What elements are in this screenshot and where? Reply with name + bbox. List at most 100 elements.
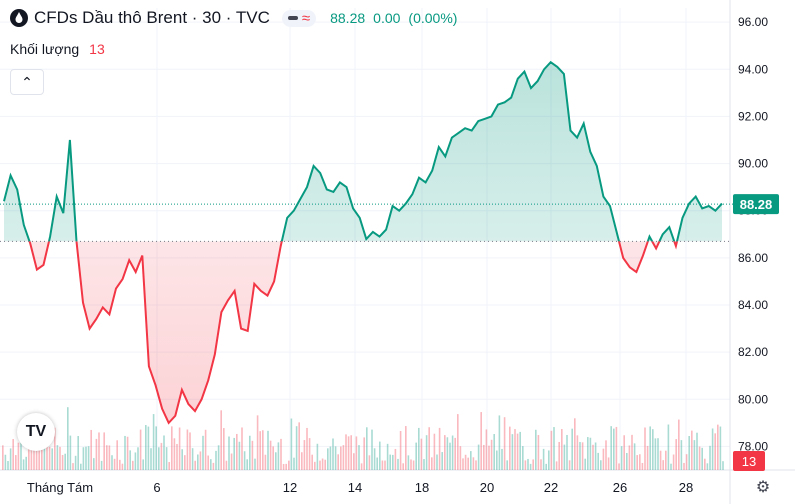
volume-bar xyxy=(467,457,469,470)
droplet-icon xyxy=(10,9,28,27)
volume-bar xyxy=(126,436,129,470)
volume-bar xyxy=(230,453,233,470)
volume-label[interactable]: Khối lượng xyxy=(10,41,80,57)
volume-bar xyxy=(584,458,586,470)
wave-icon: ≈ xyxy=(301,9,311,27)
volume-bar xyxy=(698,446,701,470)
volume-bar xyxy=(568,460,571,470)
volume-bar xyxy=(262,430,264,470)
volume-bar xyxy=(550,430,553,470)
area-fill-down xyxy=(29,241,678,423)
volume-bar xyxy=(35,434,38,470)
volume-bar xyxy=(103,432,105,470)
volume-bar xyxy=(384,460,386,470)
volume-bar xyxy=(360,463,363,470)
volume-bar xyxy=(717,424,719,470)
volume-bar xyxy=(199,451,202,470)
volume-bar xyxy=(194,460,196,470)
volume-bar xyxy=(316,443,319,470)
volume-bar xyxy=(124,435,126,470)
volume-bar xyxy=(217,445,220,470)
volume-bar xyxy=(405,426,407,470)
volume-bar xyxy=(288,460,290,470)
volume-bar xyxy=(308,438,311,470)
time-tick-label: 12 xyxy=(283,480,297,495)
volume-bar xyxy=(407,455,410,470)
volume-bar xyxy=(587,437,589,470)
volume-bar xyxy=(269,440,272,470)
volume-bar xyxy=(654,438,657,470)
line-style-icon xyxy=(287,16,298,20)
volume-bar xyxy=(477,444,480,470)
volume-bar xyxy=(106,445,108,470)
volume-bar xyxy=(48,446,51,470)
time-tick-label: 20 xyxy=(480,480,494,495)
volume-bar xyxy=(147,426,150,470)
volume-bar xyxy=(462,458,464,470)
volume-value: 13 xyxy=(89,41,105,57)
volume-bar xyxy=(631,434,633,470)
series-style-toggle[interactable]: ≈ xyxy=(281,9,317,27)
volume-bar xyxy=(33,443,35,470)
time-tick-label: 28 xyxy=(679,480,693,495)
symbol-title[interactable]: CFDs Dầu thô Brent · 30 · TVC xyxy=(34,8,270,27)
volume-bar xyxy=(137,447,139,470)
volume-bar xyxy=(366,427,368,470)
volume-bar xyxy=(163,435,165,470)
volume-bar xyxy=(475,460,477,470)
volume-bar xyxy=(633,443,636,470)
volume-bars xyxy=(2,407,724,470)
volume-bar xyxy=(425,435,428,470)
volume-bar xyxy=(41,430,43,470)
collapse-legend-button[interactable]: ⌃ xyxy=(10,69,44,95)
volume-bar xyxy=(381,460,384,470)
chart-legend-header: CFDs Dầu thô Brent · 30 · TVC ≈ 88.28 0.… xyxy=(10,8,457,28)
volume-bar xyxy=(683,462,685,470)
volume-bar xyxy=(620,446,623,470)
volume-bar xyxy=(38,440,40,470)
volume-bar xyxy=(711,428,714,470)
volume-bar xyxy=(285,463,287,470)
volume-bar xyxy=(358,445,360,470)
volume-bar xyxy=(22,459,25,470)
volume-bar xyxy=(264,454,267,470)
volume-bar xyxy=(191,448,194,470)
volume-bar xyxy=(158,447,160,470)
price-axis: 96.0094.0092.0090.0088.0086.0084.0082.00… xyxy=(733,15,779,471)
volume-bar xyxy=(207,455,209,470)
volume-bar xyxy=(576,435,579,470)
volume-bar xyxy=(709,445,711,470)
volume-bar xyxy=(665,450,667,470)
volume-bar xyxy=(116,440,118,470)
volume-bar xyxy=(95,438,98,470)
last-price-badge xyxy=(733,194,779,215)
volume-bar xyxy=(636,455,638,470)
volume-bar xyxy=(145,425,147,470)
time-tick-label: 18 xyxy=(415,480,429,495)
volume-bar xyxy=(173,438,176,470)
volume-bar xyxy=(646,445,649,470)
volume-bar xyxy=(80,463,82,470)
volume-bar xyxy=(581,442,584,470)
last-price: 88.28 xyxy=(330,10,366,26)
volume-bar xyxy=(155,426,157,470)
volume-bar xyxy=(85,446,87,470)
volume-bar xyxy=(324,459,326,470)
volume-bar xyxy=(670,463,672,470)
volume-bar xyxy=(150,448,152,470)
volume-bar xyxy=(496,450,498,470)
time-tick-label: 14 xyxy=(348,480,362,495)
volume-bar xyxy=(574,418,576,470)
volume-bar xyxy=(373,448,376,470)
volume-bar xyxy=(98,432,100,470)
tradingview-logo-icon[interactable]: TV xyxy=(17,413,55,451)
volume-bar xyxy=(506,460,508,470)
volume-bar xyxy=(672,454,675,470)
price-line-up xyxy=(3,60,723,242)
settings-icon[interactable]: ⚙ xyxy=(755,479,771,496)
volume-bar xyxy=(168,462,170,470)
last-price-badge-text: 88.28 xyxy=(740,197,773,212)
volume-bar xyxy=(722,461,724,470)
volume-bar xyxy=(558,441,560,470)
